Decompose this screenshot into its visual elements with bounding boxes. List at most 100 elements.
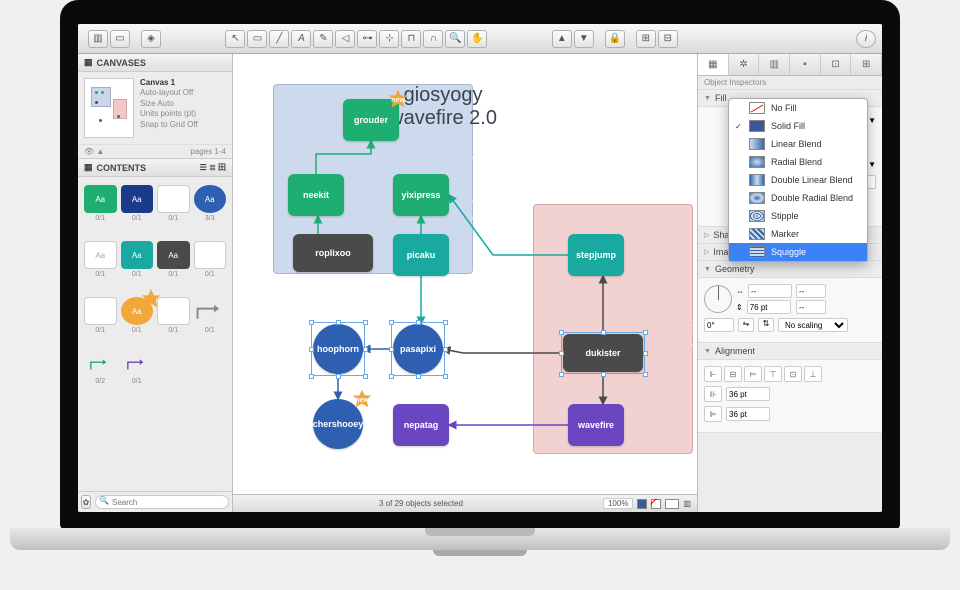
- tab-canvas[interactable]: ▥: [759, 54, 790, 75]
- sidebar-toggle-btn[interactable]: ▥: [88, 30, 108, 48]
- layer-icon[interactable]: 👁 ▲: [84, 147, 104, 156]
- node-grouder[interactable]: groudernew: [343, 99, 399, 141]
- resize-handle[interactable]: [389, 347, 394, 352]
- fill-option[interactable]: Squiggle: [729, 243, 867, 261]
- pen-tool[interactable]: ✎: [313, 30, 333, 48]
- resize-handle[interactable]: [389, 320, 394, 325]
- front-btn[interactable]: ▲: [552, 30, 572, 48]
- sidebar-right-toggle[interactable]: ▥: [683, 499, 691, 508]
- stencil-item[interactable]: 0/1: [157, 297, 190, 325]
- resize-handle[interactable]: [309, 374, 314, 379]
- node-yixipress[interactable]: yixipress: [393, 174, 449, 216]
- spacing-v-input[interactable]: [726, 407, 770, 421]
- resize-handle[interactable]: [336, 374, 341, 379]
- fill-option[interactable]: Double Linear Blend: [729, 171, 867, 189]
- rect-tool[interactable]: ▭: [247, 30, 267, 48]
- x-input[interactable]: [796, 284, 826, 298]
- angle-input[interactable]: [704, 318, 734, 332]
- dist-v-btn[interactable]: ⊫: [704, 406, 722, 422]
- fill-option[interactable]: Stipple: [729, 207, 867, 225]
- spacing-h-input[interactable]: [726, 387, 770, 401]
- flip-h-btn[interactable]: ⇋: [738, 318, 754, 332]
- fill-option[interactable]: Radial Blend: [729, 153, 867, 171]
- y-input[interactable]: [796, 300, 826, 314]
- view-btn[interactable]: ▭: [110, 30, 130, 48]
- node-chershooey[interactable]: chershooeynew: [313, 399, 363, 449]
- tab-properties[interactable]: ✲: [729, 54, 760, 75]
- stencil-item[interactable]: Aa0/1: [121, 241, 154, 269]
- stencil-item[interactable]: 0/1: [194, 297, 227, 325]
- resize-handle[interactable]: [643, 351, 648, 356]
- resize-handle[interactable]: [309, 320, 314, 325]
- align-bottom-btn[interactable]: ⊥: [804, 366, 822, 382]
- resize-handle[interactable]: [416, 320, 421, 325]
- alignment-header[interactable]: ▼ Alignment: [698, 343, 882, 360]
- arrow-stencil[interactable]: 0/1: [121, 353, 154, 375]
- scaling-select[interactable]: No scaling: [778, 318, 848, 332]
- pointer-tool[interactable]: ↖: [225, 30, 245, 48]
- ungroup-btn[interactable]: ⊟: [658, 30, 678, 48]
- stencil-item[interactable]: 0/1: [84, 297, 117, 325]
- node-picaku[interactable]: picaku: [393, 234, 449, 276]
- search-input[interactable]: [95, 495, 229, 509]
- stencil-item[interactable]: 0/1: [157, 185, 190, 213]
- diagram-tool[interactable]: ◁: [335, 30, 355, 48]
- align-hcenter-btn[interactable]: ⊟: [724, 366, 742, 382]
- list-view-icon[interactable]: ☰ ≣ 田: [200, 162, 226, 173]
- node-neekit[interactable]: neekit: [288, 174, 344, 216]
- dist-h-btn[interactable]: ⊪: [704, 386, 722, 402]
- stencil-item[interactable]: Aa3/3: [194, 185, 227, 213]
- color-swatch-1[interactable]: [637, 499, 647, 509]
- resize-handle[interactable]: [559, 351, 564, 356]
- rotation-dial[interactable]: [704, 285, 732, 313]
- node-stepjump[interactable]: stepjump: [568, 234, 624, 276]
- tab-stencil[interactable]: ⊡: [821, 54, 852, 75]
- stencil-item[interactable]: Aa0/1: [157, 241, 190, 269]
- fill-option[interactable]: Linear Blend: [729, 135, 867, 153]
- stencil-item[interactable]: Aa0/1: [84, 241, 117, 269]
- stroke-swatch[interactable]: [665, 499, 679, 509]
- fill-option[interactable]: No Fill: [729, 99, 867, 117]
- resize-handle[interactable]: [443, 320, 448, 325]
- resize-handle[interactable]: [559, 330, 564, 335]
- resize-handle[interactable]: [389, 374, 394, 379]
- resize-handle[interactable]: [309, 347, 314, 352]
- stencil-item[interactable]: Aa0/1: [121, 297, 154, 325]
- resize-handle[interactable]: [416, 374, 421, 379]
- layers-btn[interactable]: ◈: [141, 30, 161, 48]
- hand-tool[interactable]: ✋: [467, 30, 487, 48]
- flip-v-btn[interactable]: ⇅: [758, 318, 774, 332]
- height-input[interactable]: [747, 300, 791, 314]
- add-stencil-btn[interactable]: ✿: [81, 495, 91, 509]
- node-wavefire[interactable]: wavefire: [568, 404, 624, 446]
- connect-tool[interactable]: ⊶: [357, 30, 377, 48]
- width-input[interactable]: [748, 284, 792, 298]
- color-swatch-2[interactable]: [651, 499, 661, 509]
- align-right-btn[interactable]: ⊨: [744, 366, 762, 382]
- stencil-item[interactable]: Aa0/1: [84, 185, 117, 213]
- stencil-item[interactable]: Aa0/1: [121, 185, 154, 213]
- tab-document[interactable]: ▪: [790, 54, 821, 75]
- canvas-area[interactable]: feeleezaggle viottis giosyogy wavefire 2…: [233, 54, 697, 512]
- node-roplixoo[interactable]: roplixoo: [293, 234, 373, 272]
- tab-more[interactable]: ⊞: [851, 54, 882, 75]
- resize-handle[interactable]: [443, 347, 448, 352]
- align-vcenter-btn[interactable]: ⊡: [784, 366, 802, 382]
- node-nepatag[interactable]: nepatag: [393, 404, 449, 446]
- info-btn[interactable]: i: [856, 30, 876, 48]
- back-btn[interactable]: ▼: [574, 30, 594, 48]
- fill-option[interactable]: Double Radial Blend: [729, 189, 867, 207]
- line-tool[interactable]: ╱: [269, 30, 289, 48]
- geometry-header[interactable]: ▼ Geometry: [698, 261, 882, 278]
- lock-btn[interactable]: 🔒: [605, 30, 625, 48]
- resize-handle[interactable]: [559, 372, 564, 377]
- fill-option[interactable]: ✓Solid Fill: [729, 117, 867, 135]
- brush-tool[interactable]: ⊹: [379, 30, 399, 48]
- resize-handle[interactable]: [601, 330, 606, 335]
- canvas-thumb[interactable]: [84, 78, 134, 138]
- resize-handle[interactable]: [643, 372, 648, 377]
- text-tool[interactable]: A: [291, 30, 311, 48]
- align-top-btn[interactable]: ⊤: [764, 366, 782, 382]
- stamp-tool[interactable]: ⊓: [401, 30, 421, 48]
- fill-option[interactable]: Marker: [729, 225, 867, 243]
